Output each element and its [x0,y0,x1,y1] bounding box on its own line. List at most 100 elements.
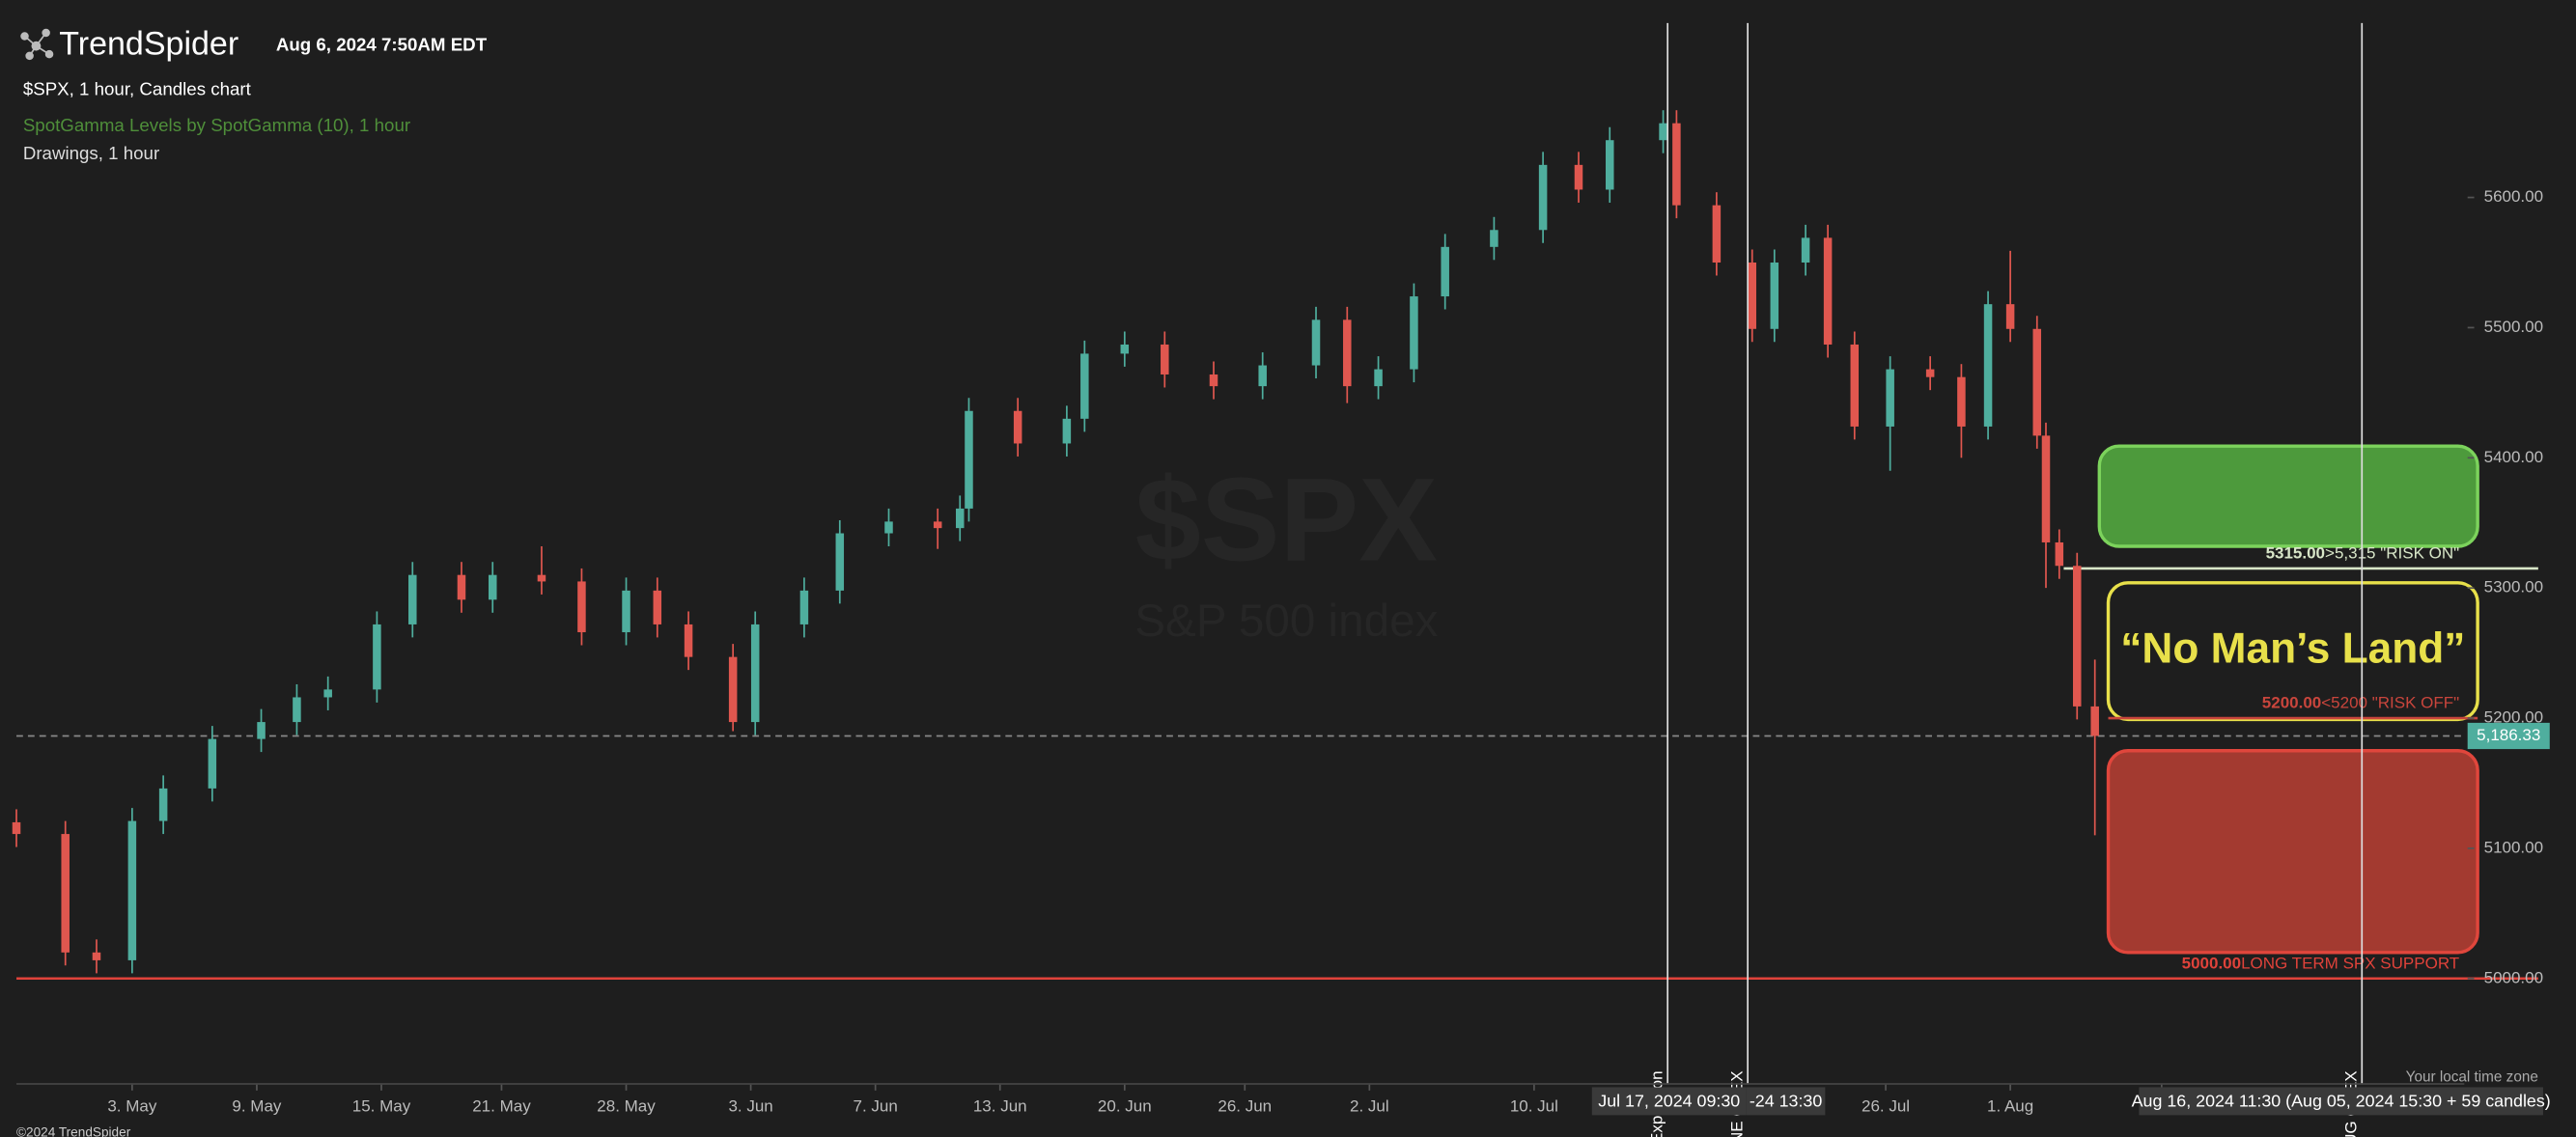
candle-body [1886,369,1894,427]
crosshair-label: -24 13:30 [1750,1091,1823,1110]
crosshair-box [1746,1087,1826,1116]
candle-body [127,820,137,960]
indicator-name: SpotGamma Levels by SpotGamma (10), 1 ho… [23,115,410,135]
zone-label: “No Man’s Land” [2120,624,2465,672]
drawings-name: Drawings, 1 hour [23,143,159,163]
watermark-symbol: $SPX [1135,453,1438,585]
x-tick-label: 26. Jul [1862,1096,1910,1115]
candle-body [323,689,332,698]
zone [2106,749,2479,955]
x-tick-label: 21. May [472,1096,531,1115]
candle-body [257,722,266,739]
y-tick-label: 5100.00 [2484,838,2543,856]
candle-body [884,521,893,534]
x-tick-label: 20. Jun [1098,1096,1152,1115]
last-price-box [2467,722,2550,750]
timestamp: Aug 6, 2024 7:50AM EDT [276,35,488,55]
candle-body [1080,353,1089,419]
candle-body [955,508,965,529]
candle-body [373,624,381,690]
candle-body [488,574,497,600]
candle-body [2090,706,2099,736]
projection-label: Aug 16, 2024 11:30 (Aug 05, 2024 15:30 +… [2132,1091,2551,1110]
level-label: 5000.00LONG TERM SPX SUPPORT [2182,954,2460,972]
candle-body [1801,237,1810,263]
candle-body [12,821,21,835]
level-text: LONG TERM SPX SUPPORT [2241,954,2459,972]
y-tick-label: 5200.00 [2484,708,2543,727]
candle-body [1957,376,1966,427]
candle-body [293,697,301,723]
y-tick-label: 5000.00 [2484,968,2543,986]
y-tick-label: 5600.00 [2484,187,2543,206]
y-tick-label: 5500.00 [2484,318,2543,336]
candle-body [408,574,417,624]
x-tick-label: 9. May [232,1096,282,1115]
x-tick-label: 3. May [107,1096,157,1115]
candle-body [1770,262,1779,329]
chart-title: $SPX, 1 hour, Candles chart [23,79,252,99]
candle-body [1013,410,1022,444]
x-tick-label: 3. Jun [728,1096,772,1115]
candle-body [1410,296,1418,370]
candle-body [2073,566,2082,707]
candle-body [1712,205,1722,263]
candle-body [965,410,973,509]
watermark: $SPX S&P 500 index [1134,453,1438,647]
candle-body [457,574,466,600]
candle-body [1983,304,1993,427]
candle-body [2041,435,2051,542]
projection-box [2139,1087,2543,1116]
candle-body [799,590,809,624]
candle-body [1490,230,1498,247]
candle-body [1659,123,1667,141]
x-tick-label: 2. Jul [1350,1096,1389,1115]
candle-body [537,574,546,582]
level-label: 5315.00>5,315 "RISK ON" [2266,543,2460,562]
x-tick-label: 15. May [352,1096,411,1115]
candle-body [1605,140,1614,190]
candle-body [158,788,168,821]
crosshair-box [1591,1087,1747,1116]
candle-body [61,834,70,953]
candle-body [2055,541,2064,567]
timezone-note: Your local time zone [2406,1068,2538,1085]
crosshair-label: Jul 17, 2024 09:30 [1598,1091,1740,1110]
candle-body [2032,328,2042,436]
candle-body [1823,237,1833,345]
zone [2097,444,2479,548]
x-tick-label: 28. May [597,1096,656,1115]
last-price-label: 5,186.33 [2477,726,2540,744]
candle-body [653,590,662,624]
candle-body [1209,374,1218,387]
zone [2106,581,2479,722]
candle-body [2005,304,2015,329]
candle-body [1748,262,1757,329]
candle-body [1161,344,1169,374]
candle-body [1538,164,1548,231]
candle-body [1441,246,1449,297]
candle-body [1850,344,1860,427]
x-tick-label: 1. Aug [1987,1096,2033,1115]
candle-body [1374,369,1383,387]
candle-body [1574,164,1583,190]
candle-body [750,624,760,723]
y-tick-label: 5300.00 [2484,578,2543,596]
plot-area: “No Man’s Land” 5315.00>5,315 "RISK ON" 52… [12,22,2550,1137]
level-value: 5315.00 [2266,543,2325,562]
candle-body [1925,369,1935,377]
copyright: ©2024 TrendSpider [16,1125,131,1137]
level-value: 5200.00 [2262,693,2321,711]
x-tick-label: 10. Jul [1510,1096,1558,1115]
level-text: >5,315 "RISK ON" [2325,543,2459,562]
level-label: 5200.00<5200 "RISK OFF" [2262,693,2459,711]
x-tick-label: 26. Jun [1218,1096,1272,1115]
candle-body [1062,418,1072,444]
y-tick-label: 5400.00 [2484,448,2543,466]
candle-body [622,590,630,633]
candle-body [1120,344,1130,354]
brand: TrendSpider [59,26,238,63]
x-tick-label: 13. Jun [973,1096,1027,1115]
